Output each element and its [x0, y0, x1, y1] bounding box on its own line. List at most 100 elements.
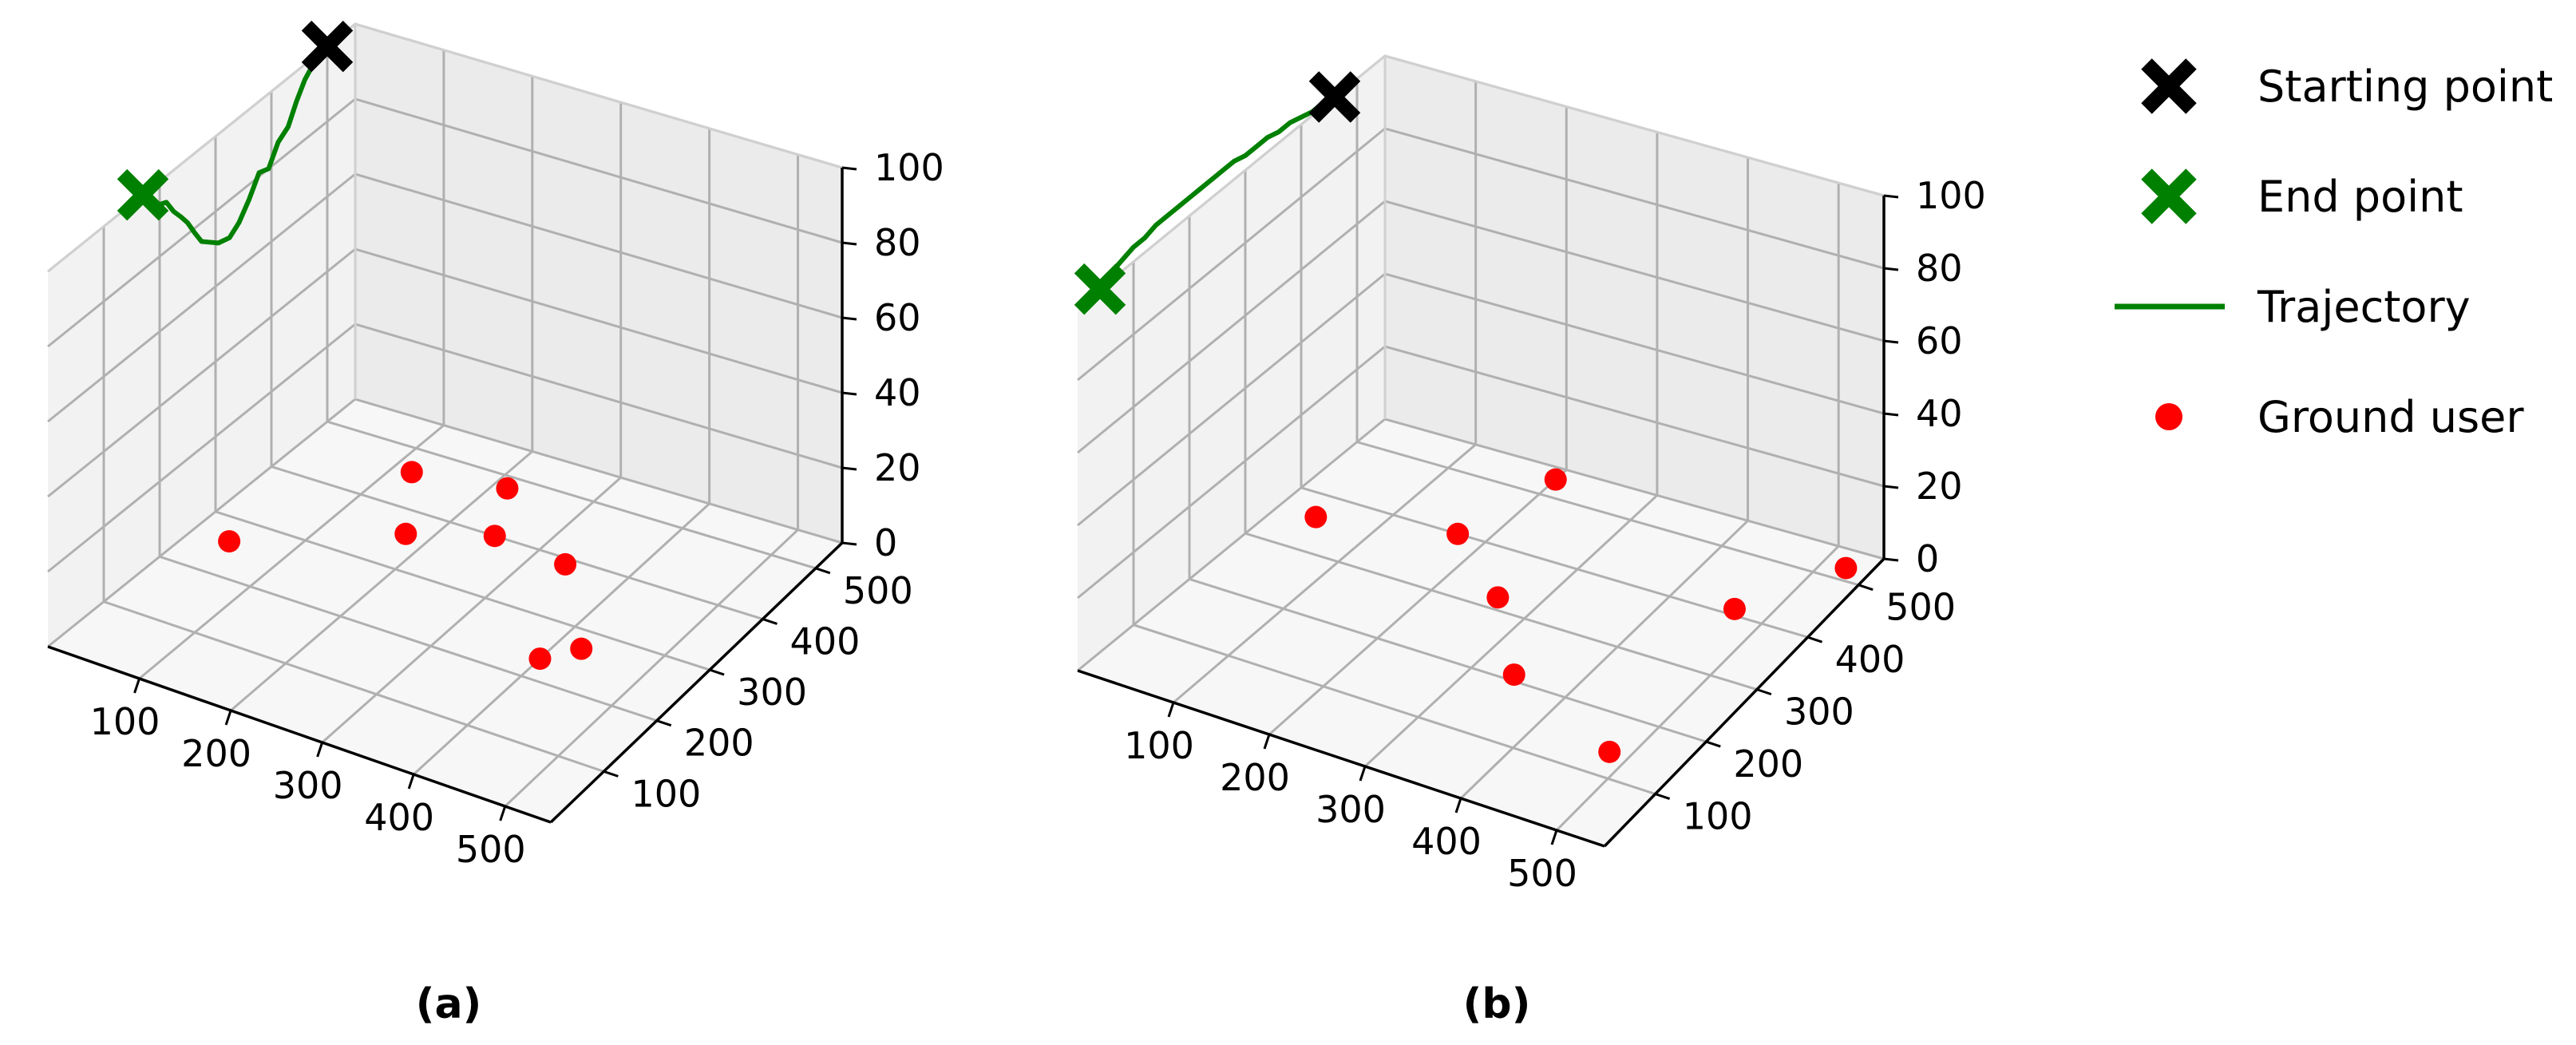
- ground-user-point: [496, 477, 519, 500]
- x-tick: [1550, 829, 1558, 845]
- x-tick: [1359, 766, 1367, 782]
- y-tick-label: 400: [790, 619, 861, 663]
- legend: Starting point End point Trajectory Ground …: [2115, 58, 2553, 442]
- z-tick: [841, 466, 857, 471]
- subplot-label-a: (a): [416, 980, 482, 1028]
- ground-user-point: [218, 530, 241, 553]
- y-tick-label: 200: [1733, 742, 1803, 786]
- z-tick: [1883, 194, 1899, 199]
- legend-item: Ground user: [2155, 392, 2524, 442]
- side-pane: [1078, 56, 1385, 671]
- trajectory-line: [1098, 94, 1336, 291]
- subplot-b: 100 200 300 400 500 100 200 300 400 500 0 20 40 60 80 1…: [1074, 54, 1986, 895]
- ground-user-point: [1304, 505, 1328, 528]
- y-axis-line: [549, 541, 844, 824]
- ground-user-point: [483, 524, 506, 548]
- ground-user-point: [1723, 597, 1746, 620]
- x-tick: [224, 710, 232, 726]
- z-tick: [841, 316, 857, 321]
- x-tick-label: 300: [1316, 788, 1386, 831]
- y-tick: [815, 567, 831, 575]
- ground-user-point: [1834, 556, 1858, 580]
- ground-user-point: [1446, 522, 1470, 545]
- x-tick-label: 500: [1507, 852, 1577, 895]
- start-point-marker-shape: [301, 20, 354, 73]
- x-tick: [316, 742, 324, 758]
- trajectory-line: [141, 45, 330, 246]
- y-tick: [762, 618, 778, 625]
- legend-item: Starting point: [2141, 58, 2553, 114]
- z-tick-label: 80: [874, 221, 921, 264]
- z-tick-label: 100: [874, 146, 944, 189]
- z-tick-label: 60: [874, 296, 921, 339]
- legend-item: Trajectory: [2115, 282, 2471, 332]
- ground-user-point: [1502, 663, 1525, 687]
- x-tick-label: 400: [364, 796, 434, 839]
- z-tick: [1883, 339, 1899, 344]
- y-tick-label: 400: [1835, 638, 1905, 681]
- y-tick-label: 300: [1784, 691, 1854, 734]
- start-point-icon-shape: [2141, 58, 2197, 114]
- y-tick: [1858, 584, 1874, 592]
- side-pane: [48, 24, 355, 647]
- z-tick: [841, 241, 857, 246]
- y-tick-label: 200: [684, 722, 754, 765]
- x-tick-label: 200: [1220, 756, 1290, 799]
- subplot-label-b: (b): [1463, 980, 1531, 1028]
- ground-user-point: [400, 461, 423, 484]
- end-point-marker: [117, 168, 169, 221]
- z-tick-label: 0: [1916, 537, 1939, 580]
- x-tick-label: 300: [273, 764, 343, 807]
- x-axis-line: [1077, 669, 1605, 848]
- ground-user-point: [1598, 740, 1621, 763]
- z-tick-label: 80: [1916, 247, 1963, 290]
- x-tick: [1454, 798, 1462, 813]
- end-point-marker: [1074, 263, 1126, 315]
- z-tick-label: 40: [874, 371, 921, 414]
- z-tick: [1883, 412, 1899, 417]
- subplot-a: 100 200 300 400 500 100 200 300 400 500 0 20 40 60 80 1…: [47, 20, 944, 871]
- start-point-icon: [2141, 58, 2197, 114]
- y-tick-label: 100: [1683, 795, 1753, 838]
- z-tick: [1883, 557, 1899, 562]
- y-tick: [709, 668, 725, 676]
- end-point-icon-shape: [2141, 168, 2197, 224]
- x-tick-label: 100: [1124, 724, 1194, 767]
- ticks: 100 200 300 400 500 100 200 300 400 500 0 20 40 60 80 1…: [90, 146, 944, 871]
- ground-user-point: [1486, 586, 1510, 609]
- ground-user-point: [570, 637, 593, 660]
- x-tick: [407, 774, 415, 790]
- z-tick: [841, 166, 857, 171]
- back-pane: [1385, 56, 1884, 559]
- y-tick: [1807, 635, 1823, 643]
- z-tick: [841, 391, 857, 396]
- y-tick: [1655, 793, 1671, 800]
- y-tick: [1705, 740, 1721, 748]
- y-tick-label: 100: [631, 772, 701, 815]
- legend-label: Trajectory: [2257, 282, 2471, 332]
- x-tick: [499, 806, 507, 821]
- start-point-marker-shape: [1308, 71, 1361, 123]
- x-tick: [1263, 734, 1271, 750]
- legend-label: Starting point: [2257, 61, 2553, 112]
- y-axis-line: [1603, 557, 1886, 848]
- start-point-marker: [1308, 71, 1361, 123]
- ground-user-point: [394, 522, 417, 545]
- y-tick: [656, 719, 672, 727]
- x-tick: [1167, 702, 1175, 718]
- y-tick: [603, 770, 619, 778]
- y-tick-label: 500: [843, 569, 913, 612]
- legend-label: Ground user: [2257, 392, 2524, 442]
- ground-user-point: [554, 552, 577, 576]
- z-tick: [1883, 485, 1899, 489]
- y-tick-label: 300: [737, 671, 807, 714]
- x-tick-label: 200: [181, 732, 251, 775]
- floor-pane: [1078, 419, 1884, 846]
- z-tick: [841, 541, 857, 546]
- y-tick-label: 500: [1886, 586, 1956, 629]
- z-tick-label: 60: [1916, 319, 1963, 362]
- z-tick-label: 40: [1916, 392, 1963, 435]
- back-pane: [355, 24, 842, 543]
- ground-user-point: [1544, 468, 1567, 491]
